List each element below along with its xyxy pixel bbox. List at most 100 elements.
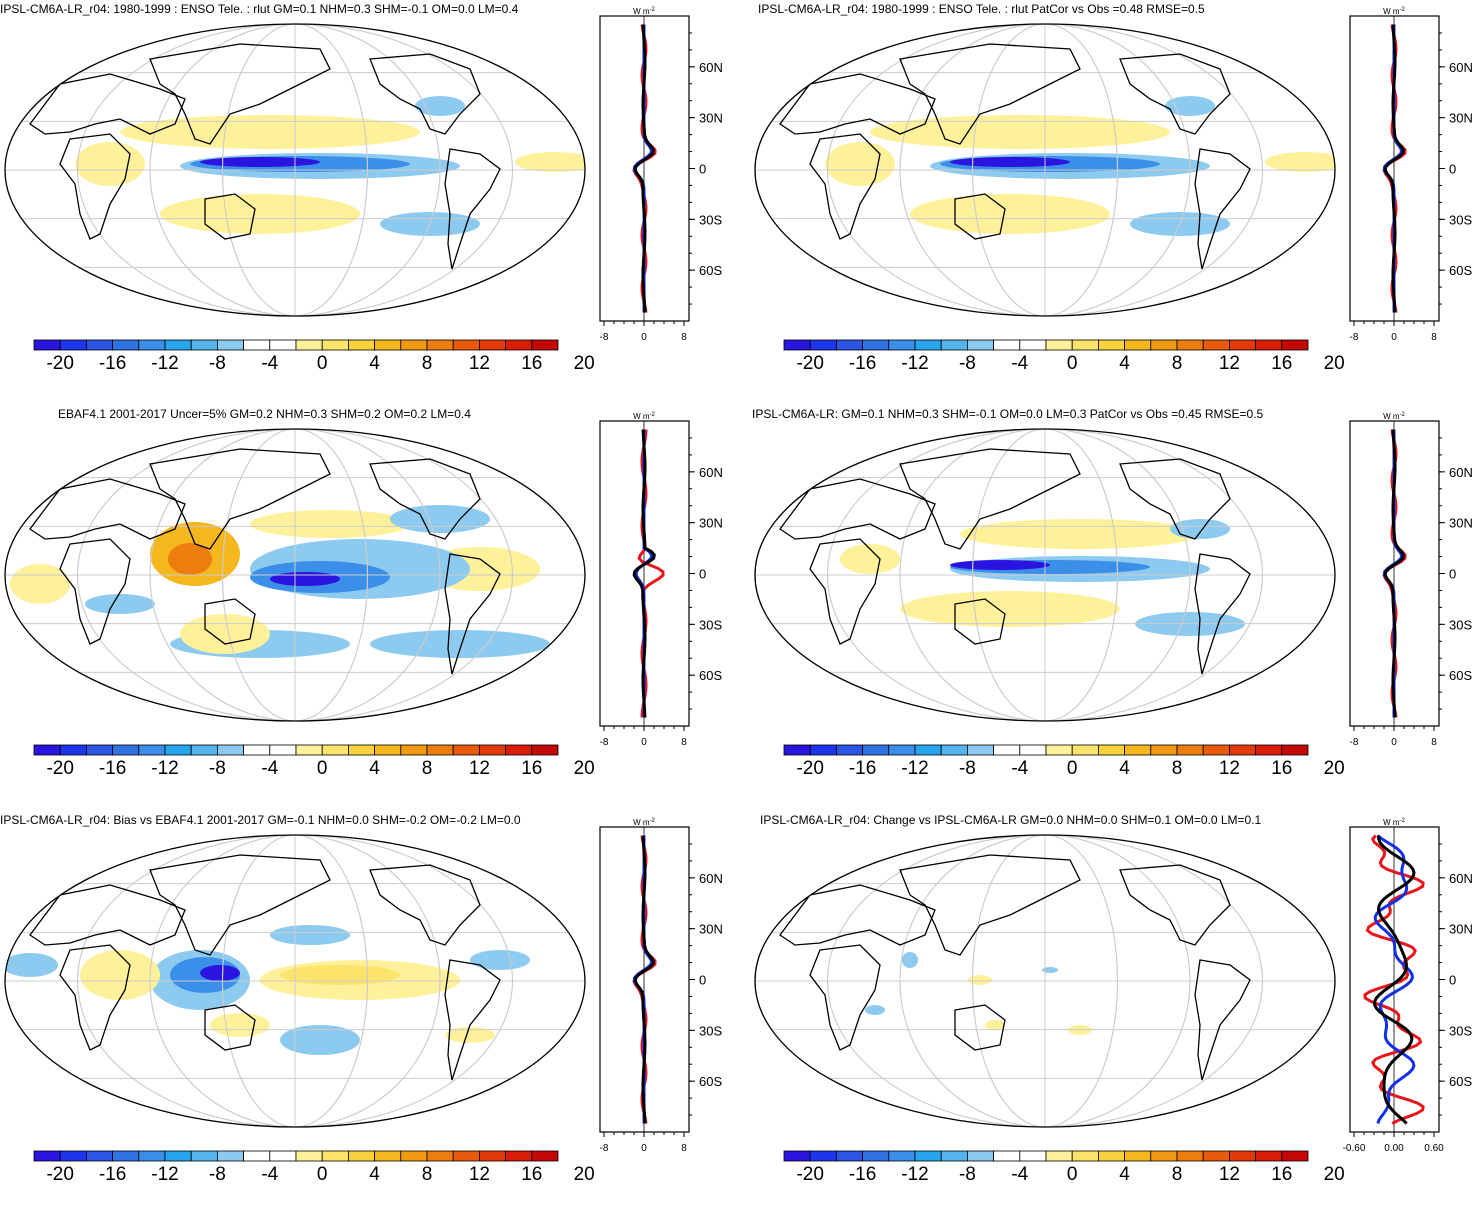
colorbar-swatch — [1176, 1150, 1204, 1162]
anomaly-region — [200, 157, 320, 167]
colorbar — [783, 338, 1309, 356]
colorbar-label: 4 — [369, 353, 380, 374]
colorbar-swatch — [1228, 744, 1256, 756]
zonal-line-black — [1383, 429, 1406, 718]
coastline — [1194, 148, 1251, 270]
world-map — [754, 834, 1336, 1128]
value-tick-label: 8 — [1431, 332, 1437, 343]
colorbar-swatch — [862, 1150, 890, 1162]
lat-tick-label: 0 — [699, 567, 706, 582]
colorbar-label: -16 — [848, 353, 877, 374]
colorbar-swatches — [783, 744, 1309, 756]
colorbar-swatch — [531, 339, 559, 351]
colorbar-swatch — [1124, 1150, 1152, 1162]
colorbar-swatch — [809, 744, 837, 756]
colorbar-label: 8 — [421, 1164, 433, 1185]
colorbar-label: 12 — [1218, 353, 1240, 374]
colorbar-label: 4 — [369, 1164, 380, 1185]
colorbar-swatch — [86, 1150, 114, 1162]
colorbar-label: 8 — [1171, 1164, 1183, 1185]
colorbar-swatch — [112, 339, 140, 351]
colorbar-swatches — [33, 744, 559, 756]
lat-tick-label: 0 — [1449, 973, 1456, 988]
value-tick-label: 0.00 — [1384, 1143, 1404, 1154]
panel-title: IPSL-CM6A-LR: GM=0.1 NHM=0.3 SHM=-0.1 OM… — [752, 407, 1264, 421]
colorbar-swatch — [966, 744, 994, 756]
units-superscript: -2 — [650, 818, 656, 824]
colorbar-swatch — [1176, 744, 1204, 756]
colorbar-label: -12 — [151, 758, 179, 779]
colorbar-swatch — [269, 339, 297, 351]
colorbar-swatch — [966, 1150, 994, 1162]
lat-tick-label: 60S — [699, 263, 722, 278]
coastline — [779, 478, 936, 540]
colorbar-label: -12 — [151, 1164, 179, 1185]
colorbar-swatch — [531, 744, 559, 756]
colorbar-label: 16 — [521, 758, 543, 779]
meridian-line — [972, 24, 1118, 316]
lat-tick-label: 30S — [1449, 617, 1472, 632]
anomaly-region — [5, 953, 58, 977]
colorbar-swatch — [1071, 339, 1099, 351]
meridian-line — [972, 429, 1118, 721]
value-tick-label: -0.60 — [1343, 1143, 1366, 1154]
colorbar-label: -12 — [901, 758, 929, 779]
map-field — [755, 24, 1335, 316]
meridian-line — [899, 429, 1191, 721]
anomaly-region — [200, 965, 240, 981]
colorbar-swatch — [940, 339, 968, 351]
anomaly-region — [960, 519, 1200, 549]
colorbar-label: -8 — [208, 1164, 226, 1185]
colorbar-swatch — [269, 744, 297, 756]
coastline — [1194, 553, 1251, 675]
colorbar-label: -20 — [796, 353, 824, 374]
coastline — [899, 448, 1081, 550]
colorbar-label: -8 — [958, 758, 976, 779]
colorbar-swatch — [1176, 339, 1204, 351]
anomaly-region — [950, 157, 1070, 167]
map-border — [754, 834, 1336, 1128]
anomaly-region — [250, 510, 410, 538]
panel-rlut-model: IPSL-CM6A-LR_r04: 1980-1999 : ENSO Tele.… — [0, 0, 740, 395]
anomaly-region — [10, 564, 70, 604]
value-tick-label: 8 — [681, 1143, 687, 1154]
colorbar-label: -20 — [796, 758, 824, 779]
colorbar-label: 16 — [1271, 758, 1293, 779]
coastline — [204, 598, 256, 645]
colorbar-swatch — [216, 744, 244, 756]
anomaly-region — [825, 142, 895, 186]
anomaly-region — [75, 142, 145, 186]
zonal-mean-plot: W m-2 60N 30N 0 30S 60S -8 0 8 — [599, 7, 723, 343]
meridian-line — [222, 429, 368, 721]
units-label: W m-2 — [633, 412, 655, 421]
colorbar-label: -4 — [261, 353, 279, 374]
meridian-line — [149, 24, 441, 316]
value-tick-label: 0 — [641, 737, 647, 748]
colorbar-swatch — [1281, 339, 1309, 351]
colorbar-swatch — [347, 339, 375, 351]
colorbar-swatch — [321, 1150, 349, 1162]
colorbar-swatch — [1045, 1150, 1073, 1162]
value-tick-label: 0.60 — [1424, 1143, 1444, 1154]
lat-tick-label: 30N — [699, 111, 723, 126]
colorbar-swatch — [295, 1150, 323, 1162]
world-map — [754, 23, 1336, 317]
colorbar-swatch — [1202, 1150, 1230, 1162]
colorbar-swatch — [190, 1150, 218, 1162]
meridian-line — [827, 835, 1263, 1127]
world-map — [4, 428, 586, 722]
coastline — [779, 73, 936, 135]
colorbar-swatch — [86, 339, 114, 351]
colorbar-label: 20 — [573, 758, 595, 779]
colorbar-label: 20 — [1323, 1164, 1345, 1185]
anomaly-region — [870, 115, 1170, 149]
colorbar-swatch — [216, 1150, 244, 1162]
map-border — [754, 23, 1336, 317]
colorbar-swatch — [914, 1150, 942, 1162]
coastline — [1119, 53, 1231, 135]
meridian-line — [222, 24, 368, 316]
colorbar-swatch — [374, 744, 402, 756]
value-tick-label: -8 — [1350, 737, 1359, 748]
panel-title: IPSL-CM6A-LR_r04: 1980-1999 : ENSO Tele.… — [0, 2, 519, 16]
colorbar-swatch — [400, 744, 428, 756]
